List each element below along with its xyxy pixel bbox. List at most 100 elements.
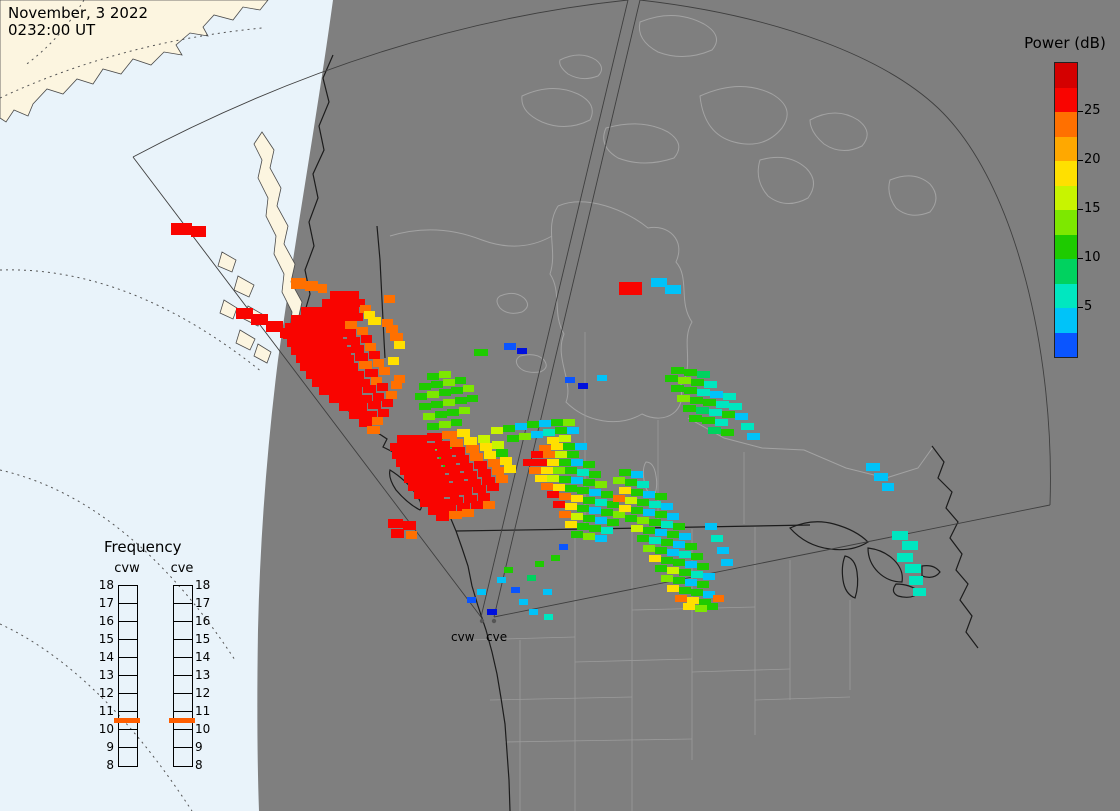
frequency-panel: Frequency cvw cve 18 17 16 15 14 13 12 11 10 9 8 1…: [80, 538, 230, 788]
colorbar-tick-mark: [1078, 160, 1083, 161]
radar-echo-cell: [507, 435, 519, 442]
radar-echo-cell: [677, 395, 690, 402]
freq-ticks-cvw: 18 17 16 15 14 13 12 11 10 9 8: [80, 578, 114, 772]
radar-echo-cell: [487, 609, 497, 615]
freq-scale-segment: [174, 658, 192, 676]
radar-echo-cell: [892, 531, 908, 540]
radar-echo-cell: [456, 455, 469, 463]
graticule-line: [0, 27, 263, 99]
radar-echo-cell: [360, 305, 371, 313]
radar-echo-cell: [667, 567, 679, 574]
radar-echo-cell: [251, 314, 268, 325]
radar-echo-cell: [306, 371, 321, 379]
radar-echo-cell: [519, 433, 531, 440]
radar-echo-cell: [631, 471, 643, 478]
radar-echo-cell: [661, 503, 673, 510]
radar-echo-cell: [649, 537, 661, 544]
radar-echo-cell: [394, 375, 405, 383]
freq-scale-segment: [119, 694, 137, 712]
radar-echo-cell: [547, 491, 559, 498]
radar-echo-cell: [396, 459, 411, 467]
radar-echo-cell: [571, 459, 583, 466]
graticule-line: [0, 469, 236, 661]
radar-echo-cell: [555, 427, 567, 434]
radar-echo-cell: [394, 341, 405, 349]
radar-echo-cell: [703, 591, 715, 598]
radar-echo-cell: [535, 475, 547, 482]
radar-echo-cell: [339, 403, 354, 411]
radar-echo-cell: [378, 409, 389, 417]
radar-echo-cell: [625, 515, 637, 522]
radar-echo-cell: [685, 579, 697, 586]
radar-echo-cell: [322, 299, 337, 307]
radar-echo-cell: [678, 377, 691, 384]
radar-echo-cell: [171, 223, 192, 235]
radar-echo-cell: [519, 599, 528, 605]
radar-echo-cell: [384, 295, 395, 303]
radar-echo-cell: [571, 477, 583, 484]
radar-echo-cell: [655, 493, 667, 500]
radar-echo-cell: [457, 429, 470, 437]
radar-echo-cell: [691, 571, 703, 578]
fov-edge-cve-left: [493, 0, 641, 618]
radar-echo-cell: [419, 383, 431, 390]
radar-echo-cell: [619, 487, 631, 494]
radar-echo-cell: [543, 429, 555, 436]
colorbar-bar: [1054, 62, 1078, 358]
radar-echo-cell: [455, 397, 467, 404]
freq-tick-label: 16: [98, 614, 114, 628]
fov-edge-cve-right: [493, 504, 1051, 618]
radar-echo-cell: [477, 589, 486, 595]
radar-echo-cell: [392, 451, 407, 459]
radar-echo-cell: [691, 553, 703, 560]
time-label: 0232:00 UT: [8, 21, 96, 39]
coastal-island: [219, 299, 238, 320]
radar-echo-cell: [691, 379, 704, 386]
radar-echo-cell: [451, 419, 462, 426]
radar-echo-cell: [336, 347, 351, 355]
radar-echo-cell: [359, 395, 372, 403]
radar-echo-cell: [435, 441, 450, 449]
radar-sites: [479, 618, 497, 624]
radar-echo-cell: [651, 278, 667, 287]
radar-echo-cell: [655, 547, 667, 554]
radar-echo-cell: [607, 519, 619, 526]
colorbar-segment: [1055, 332, 1077, 357]
radar-echo-cell: [721, 429, 734, 436]
radar-echo-cell: [547, 475, 559, 482]
radar-echo-cell: [723, 393, 736, 400]
radar-echo-cell: [613, 511, 625, 518]
colorbar-segment: [1055, 136, 1077, 161]
radar-echo-cell: [673, 523, 685, 530]
radar-echo-cell: [735, 413, 748, 420]
radar-echo-cell: [285, 323, 300, 331]
radar-echo-cell: [397, 435, 412, 443]
freq-tick-label: 11: [98, 704, 114, 718]
radar-echo-cell: [551, 419, 563, 426]
radar-echo-cell: [365, 369, 378, 377]
radar-echo-cell: [349, 411, 364, 419]
radar-echo-cell: [336, 315, 351, 323]
radar-echo-cell: [315, 323, 330, 331]
radar-echo-cell: [583, 479, 595, 486]
radar-echo-cell: [291, 278, 306, 289]
radar-echo-cell: [625, 479, 637, 486]
arctic-island-outline: [757, 156, 814, 204]
radar-echo-cell: [419, 475, 434, 483]
radar-echo-cell: [679, 569, 691, 576]
radar-echo-cell: [577, 523, 589, 530]
radar-echo-cell: [427, 423, 439, 430]
freq-scale-segment: [119, 712, 137, 730]
radar-echo-cell: [342, 379, 357, 387]
radar-echo-cell: [437, 449, 452, 457]
colorbar-tick-label: 20: [1084, 152, 1101, 167]
border-line: [489, 696, 633, 701]
radar-echo-cell: [683, 603, 695, 610]
radar-echo-cell: [434, 475, 449, 483]
border-line: [574, 658, 693, 663]
quebec-labrador-coast: [687, 417, 934, 479]
colorbar-tick-label: 25: [1084, 103, 1101, 118]
freq-scale-segment: [119, 604, 137, 622]
radar-echo-cell: [583, 461, 595, 468]
radar-echo-cell: [902, 541, 918, 550]
